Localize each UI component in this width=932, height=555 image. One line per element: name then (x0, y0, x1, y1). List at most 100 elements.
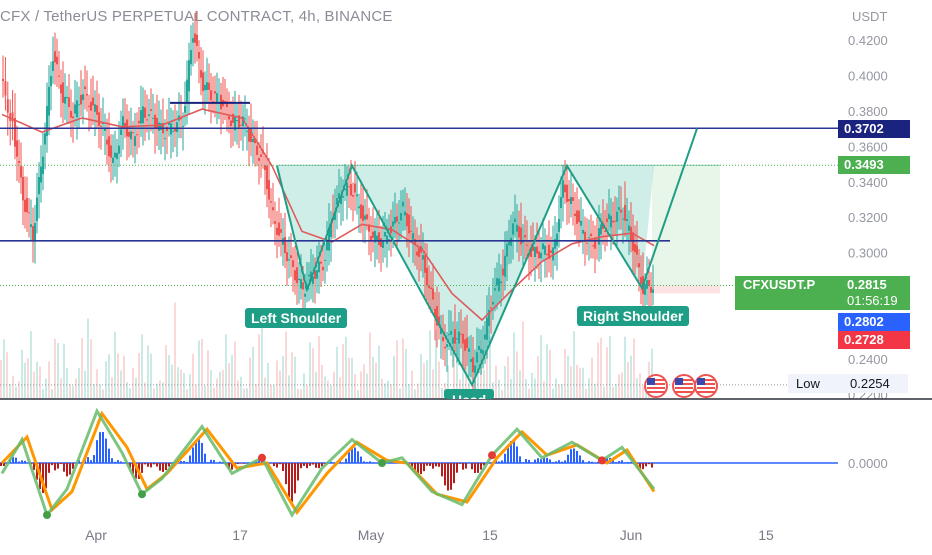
volume-bar (432, 369, 434, 398)
x-tick-label: 15 (482, 527, 498, 543)
volume-bar (189, 374, 191, 398)
volume-bar (516, 351, 518, 398)
volume-bar (63, 344, 65, 398)
volume-bar (192, 354, 194, 398)
volume-bar (180, 370, 182, 398)
y-tick-label: 0.3600 (848, 139, 888, 154)
candle-body (562, 180, 564, 197)
candle-body (500, 281, 502, 283)
volume-bar (0, 360, 2, 398)
candle-body (194, 33, 196, 42)
volume-bar (588, 378, 590, 398)
volume-bar (81, 338, 83, 398)
hist-bar (198, 438, 200, 463)
hist-bar (69, 463, 71, 475)
volume-bar (129, 388, 131, 398)
candle-body (206, 82, 208, 90)
low-value: 0.2254 (850, 374, 890, 393)
candle-body (402, 202, 404, 206)
candle-body (274, 221, 276, 224)
candle-body (18, 161, 20, 163)
candle-body (22, 177, 24, 200)
candle-body (348, 186, 350, 187)
symbol-price-tag[interactable]: CFXUSDT.P 0.2815 01:56:19 (735, 276, 910, 310)
volume-bar (96, 369, 98, 398)
candle-body (478, 346, 480, 350)
volume-bar (174, 303, 176, 398)
candle-body (82, 94, 84, 100)
volume-bar (597, 342, 599, 398)
y-tick-label: 0.3400 (848, 175, 888, 190)
volume-bar (21, 350, 23, 398)
candle-body (244, 118, 246, 119)
volume-bar (369, 332, 371, 398)
candle-body (292, 260, 294, 267)
hist-bar (156, 463, 158, 466)
candle-body (122, 116, 124, 127)
candle-body (640, 277, 642, 284)
candle-body (108, 136, 110, 156)
volume-bar (6, 352, 8, 398)
candle-body (156, 118, 158, 129)
volume-bar (423, 363, 425, 398)
hist-bar (627, 462, 629, 463)
hist-bar (0, 463, 2, 466)
volume-bar (330, 386, 332, 398)
candle-body (50, 76, 52, 86)
volume-bar (501, 390, 503, 398)
candle-body (154, 115, 156, 129)
volume-bar (594, 384, 596, 398)
candle-body (444, 347, 446, 349)
head-label[interactable]: Head (444, 389, 494, 399)
hist-bar (150, 463, 152, 467)
symbol-title[interactable]: CFX / TetherUS PERPETUAL CONTRACT, 4h, B… (0, 8, 393, 25)
low-label: Low (796, 374, 820, 393)
candle-body (508, 242, 510, 245)
candle-body (164, 138, 166, 139)
volume-bar (102, 389, 104, 398)
price-tag-target: 0.3493 (838, 156, 910, 174)
candle-body (446, 344, 448, 347)
histogram (0, 432, 653, 502)
candle-body (460, 334, 462, 335)
volume-bar (267, 363, 269, 398)
candle-body (398, 222, 400, 223)
hist-bar (288, 463, 290, 497)
candle-body (172, 131, 174, 132)
volume-bar (270, 385, 272, 398)
volume-bar (243, 389, 245, 398)
candle-body (70, 111, 72, 118)
volume-bar (120, 370, 122, 398)
hist-bar (102, 432, 104, 463)
candle-body (424, 255, 426, 273)
candle-body (80, 95, 82, 105)
candle-body (124, 123, 126, 126)
volume-bar (249, 358, 251, 398)
candle-body (92, 97, 94, 105)
candle-body (296, 267, 298, 283)
candle-body (364, 215, 366, 219)
candle-body (62, 82, 64, 102)
candle-body (214, 91, 216, 93)
candle-body (534, 247, 536, 257)
candle-body (518, 226, 520, 237)
volume-bar (363, 364, 365, 398)
candle-body (4, 81, 6, 95)
candle-body (184, 106, 186, 113)
candle-body (114, 153, 116, 158)
y-tick-label: 0.3800 (848, 104, 888, 119)
candle-body (258, 158, 260, 161)
candle-body (586, 243, 588, 244)
left-shoulder-label[interactable]: Left Shoulder (245, 308, 347, 328)
candle-body (590, 234, 592, 237)
volume-bar (633, 338, 635, 398)
volume-bar (132, 368, 134, 398)
right-shoulder-label[interactable]: Right Shoulder (577, 306, 689, 326)
volume-bar (39, 366, 41, 398)
volume-bar (306, 385, 308, 398)
candle-body (506, 244, 508, 256)
candle-body (514, 219, 516, 222)
volume-bar (321, 365, 323, 398)
